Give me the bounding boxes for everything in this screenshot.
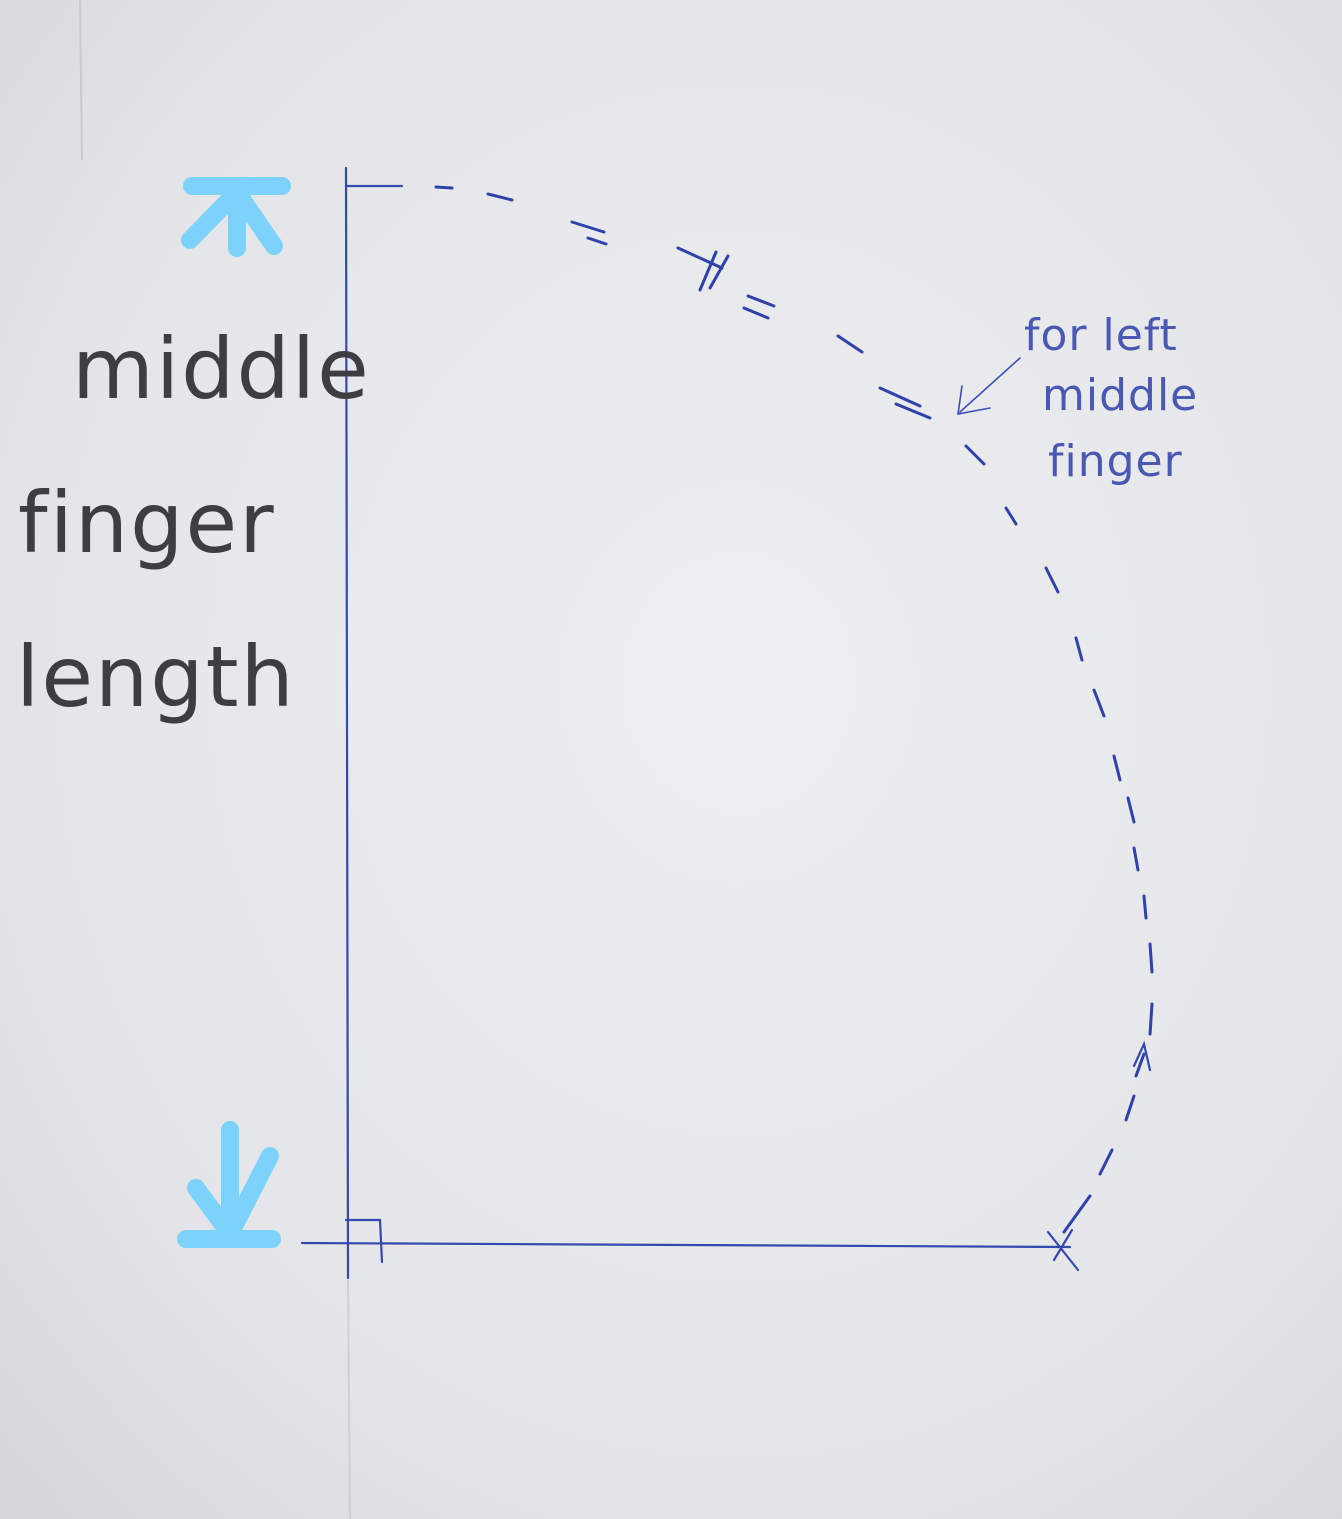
annotation-line3: finger <box>1048 436 1183 487</box>
measurement-label-line1: middle <box>72 320 371 418</box>
arc-arrowhead-icon <box>1132 1040 1152 1072</box>
arrow-down-icon <box>177 1121 281 1248</box>
arc-end-cross <box>1046 1228 1080 1272</box>
annotation-pointer-arrow <box>957 357 1021 415</box>
right-angle-marker-icon <box>344 1218 384 1264</box>
annotation-line1: for left <box>1024 310 1178 361</box>
faint-guide-line <box>79 0 83 161</box>
baseline <box>300 1241 1072 1249</box>
faint-guide-line <box>347 1279 351 1519</box>
measurement-label-line3: length <box>16 628 296 726</box>
dashed-arc <box>434 185 1154 1234</box>
arrow-up-icon <box>181 177 291 257</box>
measurement-label-line2: finger <box>18 474 276 572</box>
annotation-line2: middle <box>1042 370 1198 421</box>
vertical-measure-line <box>344 166 350 1280</box>
